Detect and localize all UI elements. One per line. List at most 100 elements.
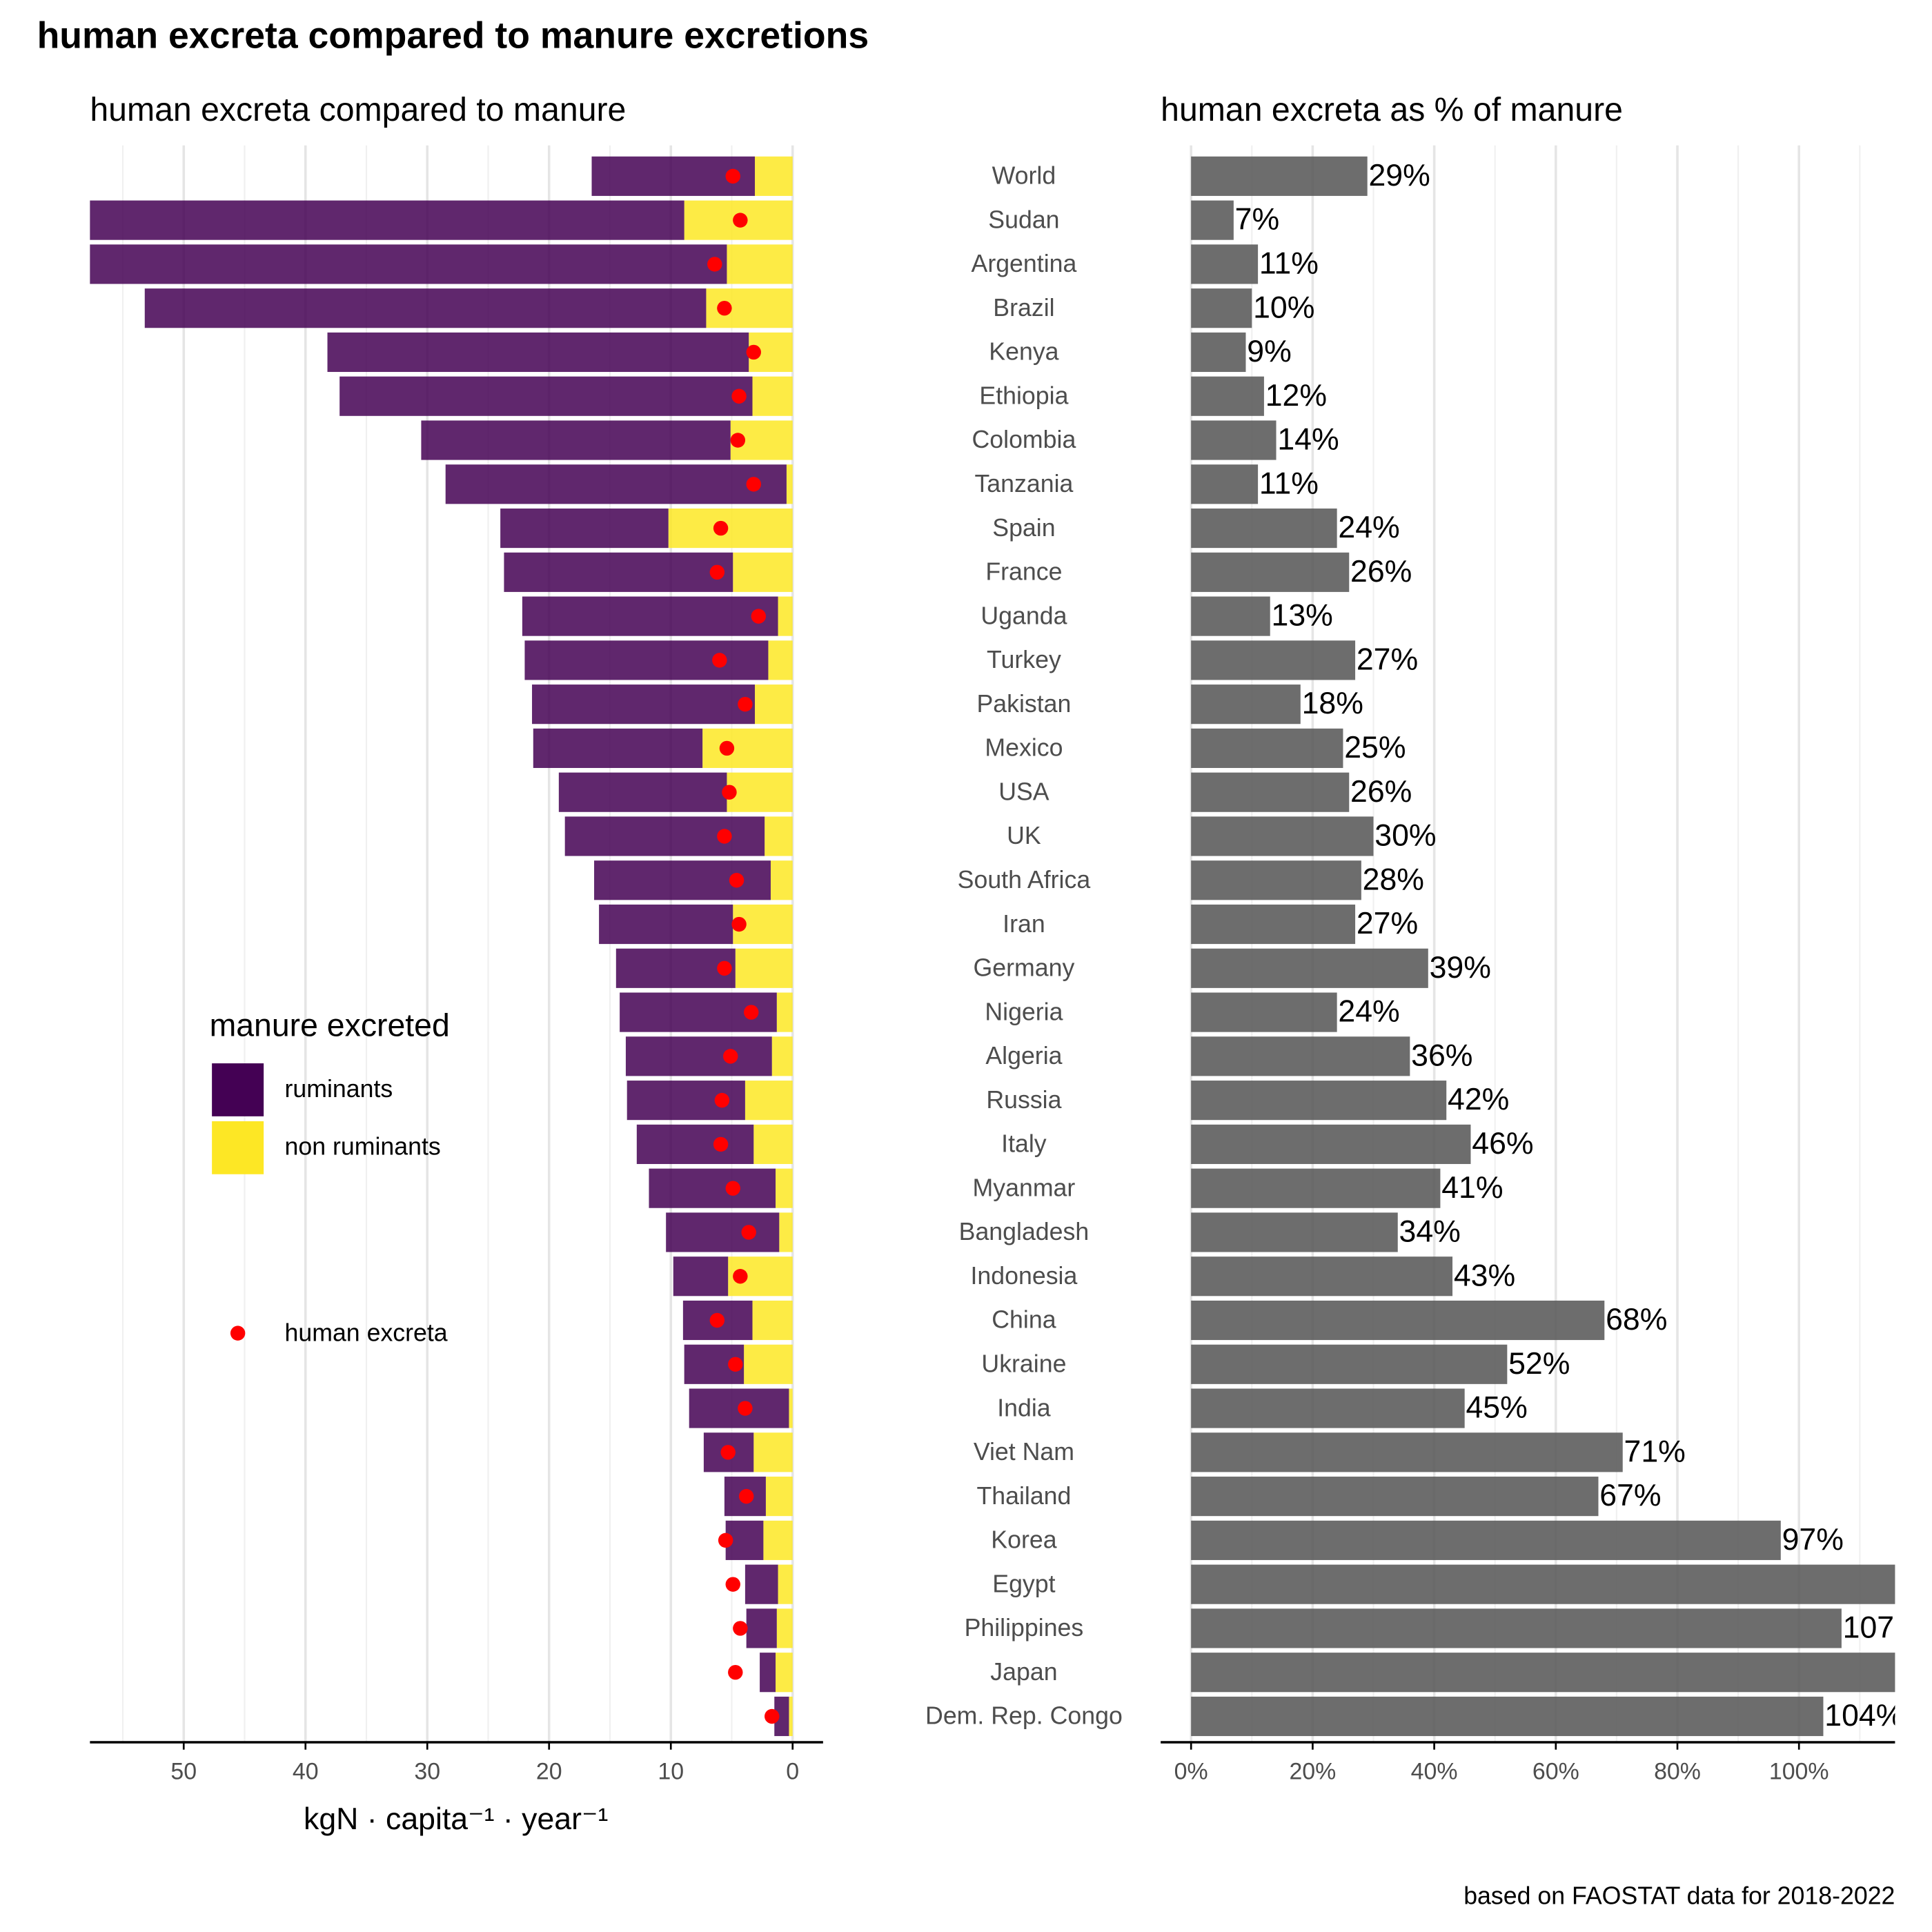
legend-title: manure excreted [210,1007,450,1043]
bar-segment [445,464,787,504]
bar-segment [760,1653,776,1693]
bar-segment [522,596,778,636]
bar [1191,1256,1453,1297]
value-label: 27% [1357,642,1418,676]
value-label: 29% [1368,159,1430,193]
x-tick-label: 100% [1769,1759,1829,1785]
bar-segment [504,552,733,592]
bar-segment [752,376,793,416]
value-label: 18% [1302,687,1363,720]
bar-segment [594,860,771,900]
point [725,1181,740,1196]
value-label: 71% [1624,1435,1686,1468]
plot-area: 29% 7% 11% 10% 9% 12% 14% 11% 24% 26% 13% 27% 18% 25%… [1191,156,1895,1737]
bar [1191,772,1350,812]
point [765,1708,780,1724]
point [725,168,740,184]
y-tick-label: Spain [992,514,1055,542]
y-tick-label: Iran [1003,910,1045,938]
y-tick-label: Algeria [985,1042,1062,1070]
point [738,696,753,712]
x-tick-label: 40% [1411,1759,1458,1785]
bar [1191,728,1343,769]
y-tick-label: India [997,1394,1051,1421]
caption: based on FAOSTAT data for 2018-2022 [1463,1882,1895,1909]
value-label: 36% [1411,1038,1472,1072]
value-label: 67% [1599,1479,1661,1512]
bar [1191,420,1276,460]
point [741,1225,756,1240]
value-label: 13% [1272,599,1333,633]
value-label: 34% [1399,1215,1461,1249]
point [738,1488,754,1504]
bar-segment [90,200,684,240]
point [738,1401,753,1416]
y-tick-label: Pakistan [976,690,1071,718]
y-tick-label: USA [998,778,1049,805]
legend-swatch [212,1063,264,1116]
value-label: 46% [1472,1127,1533,1161]
y-tick-label: Bangladesh [959,1218,1090,1245]
bar-segment [558,772,727,812]
value-label: 11% [1259,246,1319,280]
bar [1191,1564,1895,1604]
point [712,653,727,668]
legend: manure excreted ruminants non ruminants hu… [210,1007,450,1347]
y-tick-label: Sudan [988,206,1059,233]
bar-segment [786,464,793,504]
value-label: 14% [1277,423,1339,457]
bar [1191,684,1301,724]
bar-segment [668,508,793,549]
bar-segment [533,728,703,769]
bar [1191,508,1337,549]
bar-segment [327,332,749,373]
point [719,740,735,756]
y-tick-label: Kenya [989,338,1058,366]
bar-segment [702,728,793,769]
bar [1191,1081,1447,1121]
bar [1191,596,1270,636]
bar-segment [636,1124,754,1164]
bar-segment [768,640,793,680]
point [728,1357,743,1372]
y-tick-label: Thailand [976,1482,1071,1510]
bar-segment [735,948,793,988]
value-label: 97% [1782,1523,1844,1557]
point [744,1005,759,1020]
y-tick-label: World [992,162,1056,190]
value-label: 42% [1448,1083,1509,1116]
point [709,1312,725,1328]
y-tick-label: Ukraine [981,1350,1066,1378]
x-tick-label: 20 [536,1759,562,1785]
bar-segment [727,772,793,812]
y-tick-label: Brazil [993,294,1054,322]
bar-segment [90,244,727,284]
value-label: 41% [1441,1171,1503,1205]
value-label: 43% [1454,1259,1515,1292]
panel-title: human excreta compared to manure [90,91,626,128]
bar-segment [532,684,756,724]
point [707,257,722,272]
value-label: 11% [1259,466,1319,500]
value-label: 68% [1606,1303,1667,1337]
point [733,1621,748,1636]
bar [1191,640,1356,680]
y-tick-label: Uganda [980,602,1067,629]
bar-segment [776,992,793,1032]
bar-segment [776,1608,793,1648]
x-tick-label: 0% [1174,1759,1208,1785]
bar [1191,1300,1605,1341]
point [746,477,761,492]
bar-segment [765,1477,793,1517]
bar-segment [770,860,793,900]
point [729,873,745,888]
legend-marker [230,1325,246,1341]
value-label: 28% [1363,862,1424,896]
bar-segment [752,1300,793,1341]
bar [1191,1388,1465,1428]
bar [1191,816,1374,856]
y-tick-label: Nigeria [985,998,1063,1025]
bar [1191,376,1264,416]
